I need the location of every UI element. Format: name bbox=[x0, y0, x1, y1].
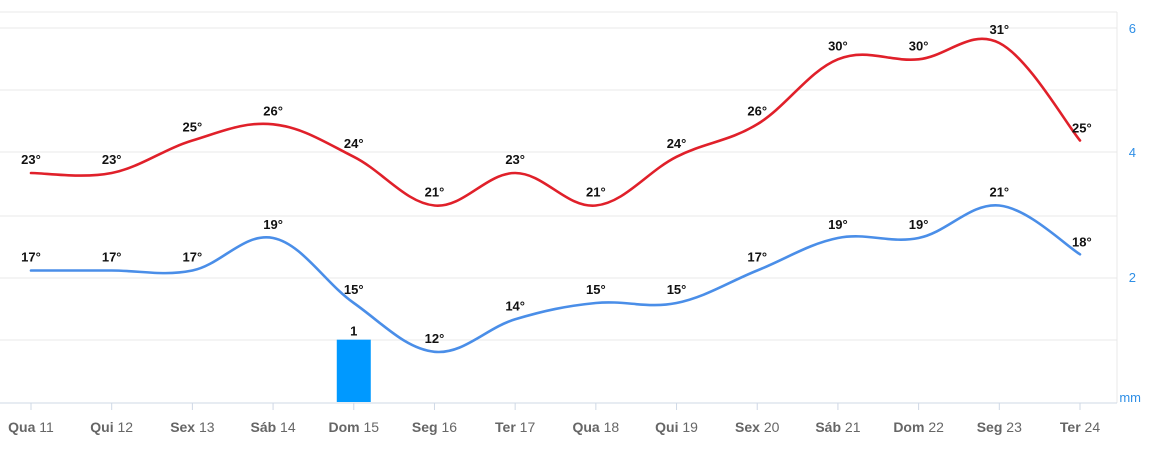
min-temperature-label: 19° bbox=[909, 217, 929, 232]
x-tick-label: Qui 12 bbox=[90, 419, 133, 435]
max-temperature-label: 30° bbox=[828, 38, 848, 53]
max-temperature-label: 25° bbox=[1072, 121, 1092, 136]
min-temperature-label: 15° bbox=[344, 282, 364, 297]
min-temperature-label: 17° bbox=[102, 250, 122, 265]
min-temperature-line bbox=[29, 204, 1082, 354]
min-temperature-label: 21° bbox=[989, 185, 1009, 200]
x-tick-label: Seg 16 bbox=[412, 419, 457, 435]
min-temperature-label: 17° bbox=[747, 250, 767, 265]
max-temperature-label: 21° bbox=[425, 185, 445, 200]
min-temperature-label: 19° bbox=[828, 217, 848, 232]
x-tick-label: Qui 19 bbox=[655, 419, 698, 435]
x-tick-label: Ter 17 bbox=[495, 419, 535, 435]
x-tick-label: Dom 22 bbox=[893, 419, 944, 435]
y-tick-label: 6 bbox=[1129, 21, 1136, 36]
min-temperature-label: 15° bbox=[586, 282, 606, 297]
max-temperature-label: 23° bbox=[505, 152, 525, 167]
max-temperature-label: 24° bbox=[344, 136, 364, 151]
precipitation-bar bbox=[336, 339, 371, 402]
max-temperature-line bbox=[29, 37, 1082, 207]
max-temperature-label: 26° bbox=[747, 103, 767, 118]
min-temperature-label: 17° bbox=[183, 250, 203, 265]
x-tick-label: Sex 13 bbox=[170, 419, 215, 435]
max-temperature-label: 24° bbox=[667, 136, 687, 151]
x-tick-label: Sáb 14 bbox=[250, 419, 295, 435]
x-tick-label: Sáb 21 bbox=[815, 419, 860, 435]
y-tick-label: 2 bbox=[1129, 270, 1136, 285]
temperature-labels: 23° 23° 25° 26° 24° 21° 23° 21° 24° 26° 30° 30° 31° 2… bbox=[21, 22, 1092, 346]
min-temperature-label: 12° bbox=[425, 331, 445, 346]
min-temperature-label: 17° bbox=[21, 250, 41, 265]
grid-lines bbox=[0, 11, 1118, 404]
max-temperature-label: 23° bbox=[21, 152, 41, 167]
x-axis: Qua 11 Qui 12 Sex 13 Sáb 14 Dom 15 Seg 16 Ter … bbox=[8, 403, 1100, 435]
min-temperature-label: 18° bbox=[1072, 234, 1092, 249]
y-axis-unit: mm bbox=[1119, 390, 1141, 405]
max-temperature-label: 26° bbox=[263, 103, 283, 118]
max-temperature-label: 25° bbox=[183, 120, 203, 135]
x-tick-label: Dom 15 bbox=[328, 419, 379, 435]
x-tick-label: Qua 11 bbox=[8, 419, 54, 435]
max-temperature-label: 30° bbox=[909, 38, 929, 53]
x-tick-label: Qua 18 bbox=[572, 419, 619, 435]
max-temperature-label: 31° bbox=[989, 22, 1009, 37]
precipitation-value-label: 1 bbox=[350, 324, 357, 339]
min-temperature-label: 14° bbox=[505, 298, 525, 313]
min-temperature-label: 15° bbox=[667, 282, 687, 297]
x-tick-label: Ter 24 bbox=[1060, 419, 1100, 435]
max-temperature-label: 21° bbox=[586, 185, 606, 200]
y-tick-label: 4 bbox=[1129, 145, 1136, 160]
x-tick-label: Sex 20 bbox=[735, 419, 780, 435]
max-temperature-label: 23° bbox=[102, 152, 122, 167]
x-tick-label: Seg 23 bbox=[977, 419, 1022, 435]
min-temperature-label: 19° bbox=[263, 217, 283, 232]
temperature-lines bbox=[29, 37, 1082, 354]
right-axis: 6 4 2 mm bbox=[1119, 21, 1141, 405]
precipitation-bars: 1 bbox=[336, 324, 371, 402]
